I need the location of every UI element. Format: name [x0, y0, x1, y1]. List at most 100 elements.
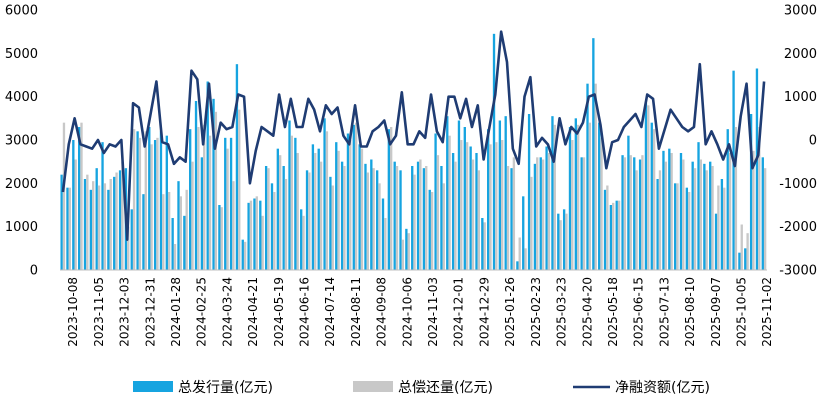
- y-left-tick-label: 5000: [5, 47, 38, 62]
- repayment-bar: [641, 155, 644, 270]
- x-tick-label: 2024-09-08: [375, 277, 389, 347]
- issuance-bar: [522, 196, 525, 270]
- issuance-bar: [603, 189, 607, 270]
- repayment-bar: [214, 111, 218, 270]
- repayment-bar: [232, 181, 235, 270]
- repayment-bar: [290, 135, 294, 270]
- axis-layer: 0 1000 2000 3000 4000 5000 6000 -3000 -2000 -1000…: [5, 4, 817, 347]
- x-tick-label: 2023-10-08: [66, 277, 80, 347]
- x-tick-label: 2025-05-18: [606, 277, 620, 347]
- repayment-bar: [278, 155, 282, 270]
- issuance-bar: [329, 176, 332, 270]
- issuance-bar: [609, 205, 613, 270]
- issuance-bar: [475, 153, 478, 270]
- y-right-tick-label: -1000: [779, 177, 817, 192]
- issuance-bar: [446, 116, 449, 270]
- issuance-bar: [130, 209, 133, 270]
- repayment-bar: [302, 215, 305, 270]
- issuance-bar: [434, 133, 437, 270]
- issuance-bar: [253, 198, 256, 270]
- legend-label-issuance: 总发行量(亿元): [178, 380, 273, 396]
- repayment-bar: [664, 161, 667, 270]
- repayment-bar: [74, 159, 77, 270]
- x-tick-label: 2023-12-31: [143, 277, 157, 347]
- repayment-bar: [430, 192, 434, 270]
- issuance-bar: [732, 70, 735, 270]
- issuance-bar: [399, 170, 402, 270]
- issuance-bar: [212, 98, 215, 270]
- repayment-bar: [734, 127, 738, 270]
- repayment-bar: [121, 161, 124, 270]
- issuance-bar: [504, 116, 507, 270]
- repayment-bar: [407, 233, 410, 270]
- x-tick-label: 2025-07-13: [657, 277, 671, 347]
- x-tick-label: 2024-10-06: [400, 277, 414, 347]
- issuance-bar: [451, 153, 455, 270]
- repayment-bar: [103, 183, 107, 270]
- repayment-bar: [185, 189, 188, 270]
- issuance-bar: [598, 122, 601, 270]
- issuance-bar: [259, 200, 262, 270]
- issuance-bar: [224, 137, 227, 270]
- issuance-bar: [615, 200, 618, 270]
- repayment-bar: [588, 122, 592, 270]
- repayment-bar: [127, 226, 130, 270]
- repayment-bar: [448, 135, 451, 270]
- repayment-bar: [629, 155, 632, 270]
- repayment-bar: [728, 153, 732, 270]
- repayment-bar: [623, 157, 627, 270]
- repayment-bar: [676, 183, 679, 270]
- x-tick-label: 2025-03-23: [555, 277, 569, 347]
- issuance-bar: [709, 161, 712, 270]
- issuance-bar: [516, 261, 519, 270]
- x-tick-label: 2024-05-19: [272, 277, 286, 347]
- y-left-tick-label: 4000: [5, 90, 38, 105]
- repayment-bar: [763, 168, 767, 270]
- issuance-bar: [142, 194, 145, 270]
- issuance-bar: [276, 148, 279, 270]
- issuance-bar: [83, 179, 87, 270]
- issuance-bar: [627, 135, 630, 270]
- issuance-bar: [206, 81, 209, 270]
- repayment-bar: [576, 124, 580, 270]
- repayment-bar: [477, 170, 480, 270]
- repayment-bar: [173, 244, 177, 270]
- repayment-bar: [191, 161, 194, 270]
- repayment-bar: [454, 161, 457, 270]
- repayment-bar: [343, 166, 346, 270]
- repayment-bar: [162, 194, 165, 270]
- issuance-bar: [153, 140, 157, 270]
- repayment-bar: [197, 127, 200, 270]
- issuance-bar: [387, 129, 391, 270]
- issuance-bar: [66, 187, 69, 270]
- repayment-bar: [717, 185, 720, 270]
- bar-layer: [60, 33, 767, 270]
- repayment-bar: [156, 137, 159, 270]
- repayment-bar: [536, 157, 539, 270]
- repayment-bar: [208, 135, 212, 270]
- x-tick-label: 2025-01-26: [503, 277, 517, 347]
- issuance-bar: [697, 142, 700, 270]
- repayment-bar: [758, 127, 761, 270]
- issuance-bar: [481, 218, 484, 270]
- repayment-bar: [652, 129, 656, 270]
- issuance-bar: [492, 33, 496, 270]
- issuance-bar: [393, 161, 396, 270]
- repayment-bar: [436, 155, 440, 270]
- repayment-bar: [501, 140, 504, 270]
- issuance-bar: [726, 129, 729, 270]
- repayment-bar: [547, 153, 551, 270]
- repayment-bar: [384, 218, 387, 270]
- issuance-bar: [335, 142, 338, 270]
- x-tick-label: 2024-04-21: [246, 277, 260, 347]
- issuance-bar: [113, 176, 116, 270]
- issuance-bar: [673, 183, 677, 270]
- x-tick-label: 2025-11-02: [760, 277, 774, 347]
- repayment-bar: [752, 150, 755, 270]
- repayment-bar: [565, 213, 568, 270]
- y-left-tick-label: 0: [30, 264, 38, 279]
- issuance-bar: [317, 148, 320, 270]
- issuance-bar: [761, 157, 764, 270]
- issuance-bar: [691, 161, 694, 270]
- issuance-bar: [183, 215, 186, 270]
